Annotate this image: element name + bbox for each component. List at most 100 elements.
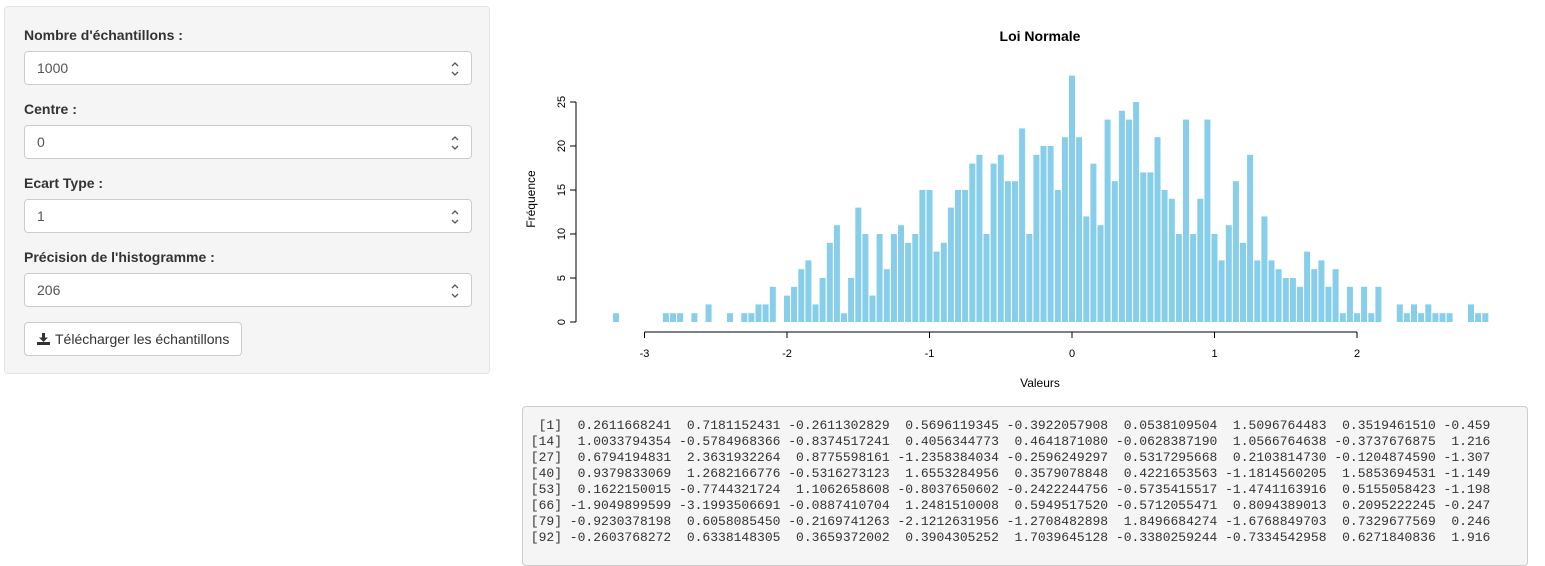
histogram-bar <box>1183 119 1189 322</box>
std-dev-input[interactable]: 1 <box>24 199 472 233</box>
center-label: Centre : <box>24 101 77 117</box>
histogram-bar <box>1475 313 1482 322</box>
histogram-bar <box>769 286 776 322</box>
histogram-bar <box>762 304 769 322</box>
histogram-bar <box>1004 181 1011 322</box>
y-tick-label: 25 <box>556 96 568 108</box>
histogram-bar <box>1140 172 1147 322</box>
spinner-icon[interactable] <box>449 133 461 153</box>
histogram-bar <box>1232 181 1239 322</box>
histogram-bar <box>1325 286 1332 322</box>
histogram-bar <box>833 225 840 322</box>
output-line: [14] 1.0033794354 -0.5784968366 -0.83745… <box>523 434 1491 449</box>
histogram-bar <box>1190 234 1197 322</box>
download-button[interactable]: Télécharger les échantillons <box>24 322 243 356</box>
samples-input[interactable]: 1000 <box>24 51 472 85</box>
histogram-bar <box>1104 119 1111 322</box>
histogram-bar <box>791 286 798 322</box>
histogram-bar <box>1418 313 1425 322</box>
histogram-bar <box>1289 278 1296 322</box>
histogram-bar <box>805 260 812 322</box>
histogram-bar <box>1268 260 1275 322</box>
histogram-bar <box>1261 216 1268 322</box>
histogram-bar <box>869 295 876 322</box>
spinner-icon[interactable] <box>449 207 461 227</box>
histogram-bar <box>1432 313 1439 322</box>
output-line: [92] -0.2603768272 0.6338148305 0.365937… <box>523 530 1491 545</box>
histogram-bar <box>1361 286 1368 322</box>
output-line: [53] 0.1622150015 -0.7744321724 1.106265… <box>523 482 1491 497</box>
histogram-bar <box>1297 286 1303 322</box>
y-tick-label: 15 <box>556 184 568 196</box>
histogram-bar <box>1240 242 1246 322</box>
histogram-bar <box>755 304 762 322</box>
sidebar-panel: Nombre d'échantillons : 1000 Centre : 0 … <box>4 6 490 374</box>
histogram-bar <box>1311 269 1318 322</box>
histogram-bar <box>883 269 890 322</box>
center-input[interactable]: 0 <box>24 125 472 159</box>
spinner-icon[interactable] <box>449 59 461 79</box>
histogram-bar <box>862 234 869 322</box>
output-line: [1] 0.2611668241 0.7181152431 -0.2611302… <box>523 418 1491 433</box>
output-line: [66] -1.9049899599 -3.1993506691 -0.0887… <box>523 498 1491 513</box>
download-icon <box>37 333 50 345</box>
histogram-bar <box>798 269 805 322</box>
histogram-bar <box>727 313 733 322</box>
histogram-bar <box>1133 102 1140 322</box>
histogram-bar <box>1375 286 1382 322</box>
histogram-bar <box>983 234 990 322</box>
bins-value: 206 <box>37 282 61 298</box>
histogram-bar <box>1368 313 1375 322</box>
histogram-bar <box>933 251 940 322</box>
histogram-bar <box>1411 304 1417 322</box>
histogram-bar <box>1090 163 1097 322</box>
histogram-bar <box>1225 225 1232 322</box>
histogram-bar <box>876 234 883 322</box>
histogram-bar <box>748 313 755 322</box>
histogram-bar <box>1111 181 1118 322</box>
output-line: [79] -0.9230378198 0.6058085450 -0.21697… <box>523 514 1491 529</box>
histogram-bar <box>1218 260 1225 322</box>
bins-input[interactable]: 206 <box>24 273 472 307</box>
histogram-bar <box>613 313 619 322</box>
histogram-bar <box>1354 313 1360 322</box>
histogram-bar <box>1012 181 1018 322</box>
histogram-bar <box>1403 313 1410 322</box>
histogram-bar <box>1175 234 1182 322</box>
histogram-bar <box>812 304 819 322</box>
histogram-bar <box>1069 75 1075 322</box>
histogram-bar <box>955 190 961 322</box>
histogram-bar <box>976 154 983 322</box>
histogram-bar <box>1275 269 1282 322</box>
histogram-bar <box>1026 234 1033 322</box>
x-tick-label: 0 <box>1069 348 1075 360</box>
y-tick-label: 10 <box>556 228 568 240</box>
histogram-bar <box>1318 260 1325 322</box>
histogram-bar <box>947 207 954 322</box>
histogram-bar <box>926 190 933 322</box>
y-tick-label: 5 <box>556 275 568 281</box>
histogram-bar <box>1047 146 1054 322</box>
histogram-bar <box>912 234 919 322</box>
x-tick-label: -1 <box>925 348 935 360</box>
histogram-bar <box>1339 313 1346 322</box>
histogram-bar <box>1211 234 1218 322</box>
histogram-bar <box>1197 198 1204 322</box>
chart-title: Loi Normale <box>1000 28 1081 44</box>
spinner-icon[interactable] <box>449 281 461 301</box>
histogram-bar <box>997 154 1004 322</box>
output-line: [40] 0.9379833069 1.2682166776 -0.531627… <box>523 466 1491 481</box>
histogram-bar <box>1083 216 1090 322</box>
histogram-bar <box>1033 154 1040 322</box>
histogram-bar <box>1282 278 1289 322</box>
histogram-bar <box>1482 313 1489 322</box>
histogram-bar <box>741 313 748 322</box>
histogram-bar <box>841 313 847 322</box>
x-tick-label: 1 <box>1211 348 1217 360</box>
output-line: [27] 0.6794194831 2.3631932264 0.8775598… <box>523 450 1491 465</box>
histogram-bar <box>1168 198 1175 322</box>
x-tick-label: 2 <box>1354 348 1360 360</box>
center-value: 0 <box>37 134 45 150</box>
chart-ylabel: Fréquence <box>524 170 538 228</box>
histogram-bar <box>691 313 698 322</box>
